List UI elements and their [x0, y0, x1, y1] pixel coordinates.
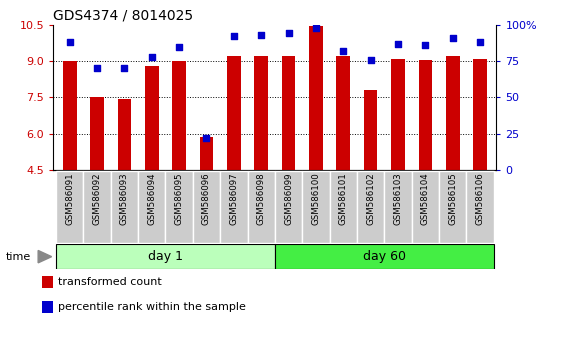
Point [339, 48, 348, 54]
Point [148, 54, 157, 59]
FancyBboxPatch shape [247, 171, 275, 243]
Bar [42, 276, 53, 287]
Point [174, 44, 183, 49]
Point [311, 25, 320, 30]
Point [476, 39, 485, 45]
Text: GSM586092: GSM586092 [93, 172, 102, 225]
Bar [446, 56, 459, 170]
Text: GSM586102: GSM586102 [366, 172, 375, 225]
Text: GDS4374 / 8014025: GDS4374 / 8014025 [53, 8, 194, 22]
Point [421, 42, 430, 48]
Bar [227, 56, 241, 170]
Text: GSM586093: GSM586093 [120, 172, 129, 225]
Text: GSM586095: GSM586095 [174, 172, 183, 225]
Bar [118, 98, 131, 170]
FancyBboxPatch shape [302, 171, 330, 243]
Point [120, 65, 129, 71]
FancyBboxPatch shape [56, 171, 84, 243]
Text: time: time [6, 252, 31, 262]
Text: GSM586096: GSM586096 [202, 172, 211, 225]
Text: GSM586104: GSM586104 [421, 172, 430, 225]
Text: percentile rank within the sample: percentile rank within the sample [58, 302, 246, 312]
FancyBboxPatch shape [439, 171, 466, 243]
FancyBboxPatch shape [111, 171, 138, 243]
FancyBboxPatch shape [275, 244, 494, 269]
FancyBboxPatch shape [330, 171, 357, 243]
FancyBboxPatch shape [193, 171, 220, 243]
Bar [282, 56, 296, 170]
Bar [90, 97, 104, 170]
Text: GSM586101: GSM586101 [339, 172, 348, 225]
Point [393, 41, 402, 46]
Point [229, 34, 238, 39]
Text: GSM586106: GSM586106 [476, 172, 485, 225]
Text: GSM586105: GSM586105 [448, 172, 457, 225]
FancyBboxPatch shape [412, 171, 439, 243]
Bar [172, 61, 186, 170]
Text: GSM586100: GSM586100 [311, 172, 320, 225]
Point [448, 35, 457, 41]
Bar [309, 26, 323, 170]
FancyBboxPatch shape [466, 171, 494, 243]
Point [366, 57, 375, 62]
Text: transformed count: transformed count [58, 277, 162, 287]
Point [284, 31, 293, 36]
Bar [364, 90, 378, 170]
Text: day 1: day 1 [148, 250, 183, 263]
Bar [200, 137, 213, 170]
Bar [42, 301, 53, 313]
Text: GSM586099: GSM586099 [284, 172, 293, 225]
Text: day 60: day 60 [363, 250, 406, 263]
FancyBboxPatch shape [275, 171, 302, 243]
FancyBboxPatch shape [138, 171, 165, 243]
Point [257, 32, 266, 38]
Point [202, 135, 211, 141]
Bar [337, 56, 350, 170]
Text: GSM586098: GSM586098 [257, 172, 266, 225]
Bar [254, 56, 268, 170]
Text: GSM586097: GSM586097 [229, 172, 238, 225]
Bar [419, 60, 432, 170]
Point [93, 65, 102, 71]
FancyBboxPatch shape [220, 171, 247, 243]
FancyBboxPatch shape [84, 171, 111, 243]
Text: GSM586091: GSM586091 [65, 172, 74, 225]
Text: GSM586094: GSM586094 [148, 172, 157, 225]
Bar [145, 66, 159, 170]
FancyBboxPatch shape [357, 171, 384, 243]
Text: GSM586103: GSM586103 [393, 172, 402, 225]
FancyBboxPatch shape [56, 244, 275, 269]
Polygon shape [38, 251, 52, 263]
Bar [63, 61, 76, 170]
FancyBboxPatch shape [384, 171, 412, 243]
Point [65, 39, 74, 45]
Bar [391, 59, 405, 170]
FancyBboxPatch shape [165, 171, 193, 243]
Bar [473, 59, 487, 170]
